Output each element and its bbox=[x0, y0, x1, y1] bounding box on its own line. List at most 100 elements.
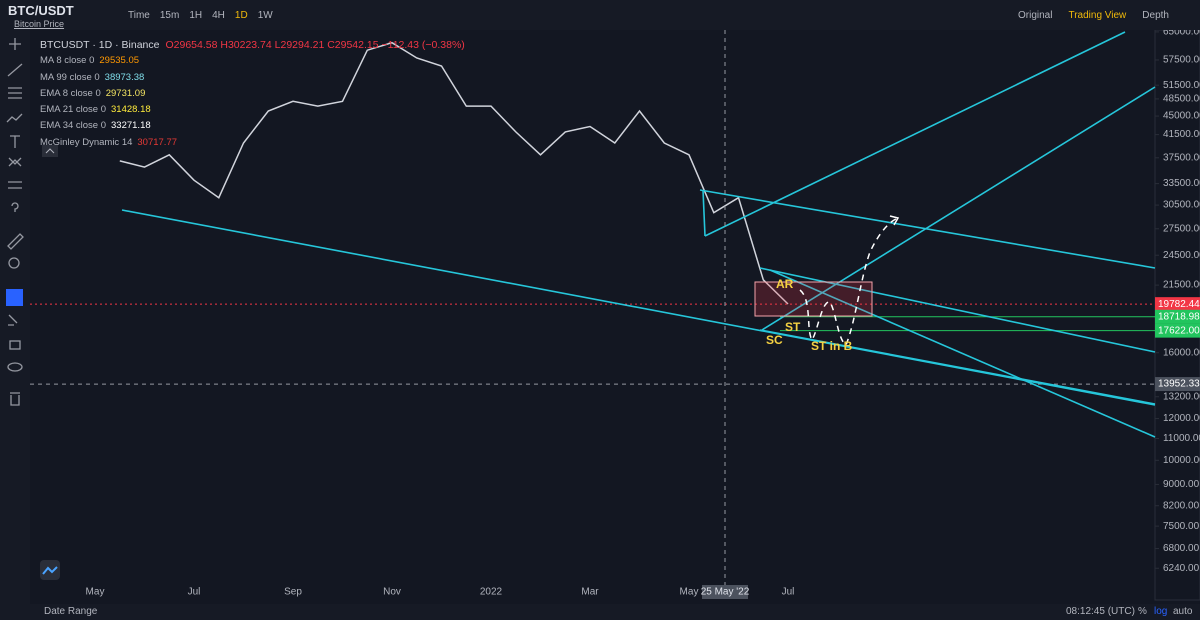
y-tick-label: 51500.00 bbox=[1163, 80, 1200, 91]
y-tick-label: 30500.00 bbox=[1163, 200, 1200, 211]
toolbar-icons[interactable] bbox=[6, 38, 24, 406]
zoom-tool[interactable] bbox=[8, 257, 20, 269]
measure-tool[interactable] bbox=[8, 181, 22, 189]
help-tool[interactable] bbox=[11, 202, 19, 212]
subtitle[interactable]: Bitcoin Price bbox=[14, 19, 65, 29]
fib-tool[interactable] bbox=[8, 87, 22, 99]
ohlc: O29654.58 H30223.74 L29294.21 C29542.15 … bbox=[165, 39, 465, 51]
annotation: ST bbox=[785, 320, 801, 334]
y-tick-label: 6800.00 bbox=[1163, 543, 1200, 554]
visibility-tool[interactable] bbox=[7, 362, 23, 372]
trendlines bbox=[121, 31, 1156, 438]
interval[interactable]: Time bbox=[128, 10, 150, 21]
y-tick-label: 16000.00 bbox=[1163, 347, 1200, 358]
y-tick-label: 12000.00 bbox=[1163, 413, 1200, 424]
indicator: MA 8 close 0 29535.05 bbox=[40, 53, 465, 69]
interval[interactable]: 1D bbox=[234, 10, 248, 21]
indicator-name: MA 8 close 0 bbox=[40, 55, 95, 67]
pattern-tool[interactable] bbox=[6, 113, 23, 123]
pair[interactable]: BTC/USDT bbox=[8, 3, 74, 18]
magnet-tool[interactable] bbox=[6, 289, 23, 306]
interval[interactable]: 15m bbox=[159, 10, 180, 21]
intervals: Time 15m 1H 4H 1D 1W bbox=[128, 9, 283, 21]
indicator: McGinley Dynamic 14 30717.77 bbox=[40, 135, 465, 151]
draw-lock-tool[interactable] bbox=[8, 314, 18, 326]
view[interactable]: Original bbox=[1018, 10, 1053, 21]
indicator: EMA 34 close 0 33271.18 bbox=[40, 118, 465, 134]
y-tick-label: 10000.00 bbox=[1163, 455, 1200, 466]
percent-toggle[interactable]: % bbox=[1138, 606, 1147, 617]
text-tool[interactable] bbox=[10, 135, 20, 148]
trendline-tool[interactable] bbox=[7, 63, 23, 77]
x-tick-label: Sep bbox=[284, 587, 302, 598]
indicator-name: EMA 8 close 0 bbox=[40, 87, 101, 99]
price-label-bg bbox=[1155, 323, 1200, 338]
projection-arrow bbox=[889, 215, 900, 226]
plot: 65000.00 57500.00 51500.00 48500.00 45000.00… bbox=[30, 27, 1200, 598]
y-tick-label: 11000.00 bbox=[1163, 433, 1200, 444]
left-toolbar bbox=[0, 30, 30, 604]
views: Original Trading View Depth bbox=[1018, 9, 1185, 21]
y-tick-label: 6240.00 bbox=[1163, 563, 1200, 574]
crosshair-price: 13952.33 bbox=[1158, 379, 1200, 390]
indicator: EMA 8 close 0 29731.09 bbox=[40, 86, 465, 102]
x-tick-label: Nov bbox=[383, 587, 401, 598]
interval[interactable]: 1H bbox=[189, 10, 203, 21]
log-toggle[interactable]: log bbox=[1154, 606, 1168, 617]
indicator-value: 33271.18 bbox=[111, 120, 151, 132]
crosshair-tool[interactable] bbox=[9, 38, 21, 50]
y-tick-label: 45000.00 bbox=[1163, 111, 1200, 122]
interval[interactable]: 4H bbox=[212, 10, 225, 21]
x-tick-label: May bbox=[86, 587, 105, 598]
y-tick-label: 48500.00 bbox=[1163, 94, 1200, 105]
collapse-icon bbox=[45, 148, 55, 154]
view[interactable]: Depth bbox=[1142, 10, 1169, 21]
clock: 08:12:45 (UTC) bbox=[1066, 606, 1135, 617]
ruler-tool[interactable] bbox=[7, 233, 24, 250]
lock-tool[interactable] bbox=[9, 340, 21, 350]
trendline bbox=[702, 189, 706, 237]
indicator-value: 31428.18 bbox=[111, 104, 151, 116]
collapse-legend[interactable] bbox=[42, 145, 58, 157]
y-tick-label: 57500.00 bbox=[1163, 55, 1200, 66]
x-tick-label: 2022 bbox=[480, 587, 503, 598]
prediction-tool[interactable] bbox=[8, 157, 22, 167]
annotation: ST in B bbox=[811, 339, 853, 353]
y-tick-label: 37500.00 bbox=[1163, 152, 1200, 163]
y-tick-label: 41500.00 bbox=[1163, 129, 1200, 140]
annotation: SC bbox=[766, 333, 783, 347]
indicator-list: MA 8 close 0 29535.05 MA 99 close 0 38973.3… bbox=[40, 53, 465, 151]
price-label: 18718.98 bbox=[1158, 311, 1200, 322]
x-tick-label: Mar bbox=[581, 587, 599, 598]
annotation: AR bbox=[776, 277, 794, 291]
y-tick-label: 24500.00 bbox=[1163, 250, 1200, 261]
crosshair-price-bg bbox=[1155, 377, 1200, 392]
price-label-bg bbox=[1155, 309, 1200, 324]
trendline bbox=[761, 86, 1156, 331]
date-range[interactable]: Date Range bbox=[44, 606, 98, 617]
indicator-value: 38973.38 bbox=[104, 71, 145, 83]
crosshair-date: 25 May '22 bbox=[701, 587, 750, 598]
x-tick-label: Jul bbox=[188, 587, 201, 598]
logo-icon bbox=[42, 566, 58, 575]
indicator-name: MA 99 close 0 bbox=[40, 71, 100, 83]
auto-toggle[interactable]: auto bbox=[1173, 606, 1193, 617]
legend-header: BTCUSDT · 1D · Binance O29654.58 H30223.7… bbox=[40, 39, 465, 51]
trendline bbox=[704, 31, 1126, 237]
legend: BTCUSDT · 1D · Binance O29654.58 H30223.7… bbox=[40, 37, 465, 151]
interval[interactable]: 1W bbox=[257, 10, 273, 21]
y-tick-label: 65000.00 bbox=[1163, 27, 1200, 38]
y-tick-label: 7500.00 bbox=[1163, 521, 1200, 532]
x-tick-label: May bbox=[680, 587, 699, 598]
price-line bbox=[119, 41, 789, 305]
indicator: MA 99 close 0 38973.38 bbox=[40, 70, 465, 86]
trash-tool[interactable] bbox=[10, 392, 20, 406]
indicator-name: EMA 34 close 0 bbox=[40, 120, 107, 132]
annotations: AR ST SC ST in B bbox=[766, 277, 853, 353]
view[interactable]: Trading View bbox=[1068, 10, 1127, 21]
y-tick-label: 9000.00 bbox=[1163, 479, 1200, 490]
y-tick-label: 21500.00 bbox=[1163, 280, 1200, 291]
top-bar: BTC/USDT Bitcoin Price Time 15m 1H 4H 1D 1W O… bbox=[0, 0, 1200, 30]
